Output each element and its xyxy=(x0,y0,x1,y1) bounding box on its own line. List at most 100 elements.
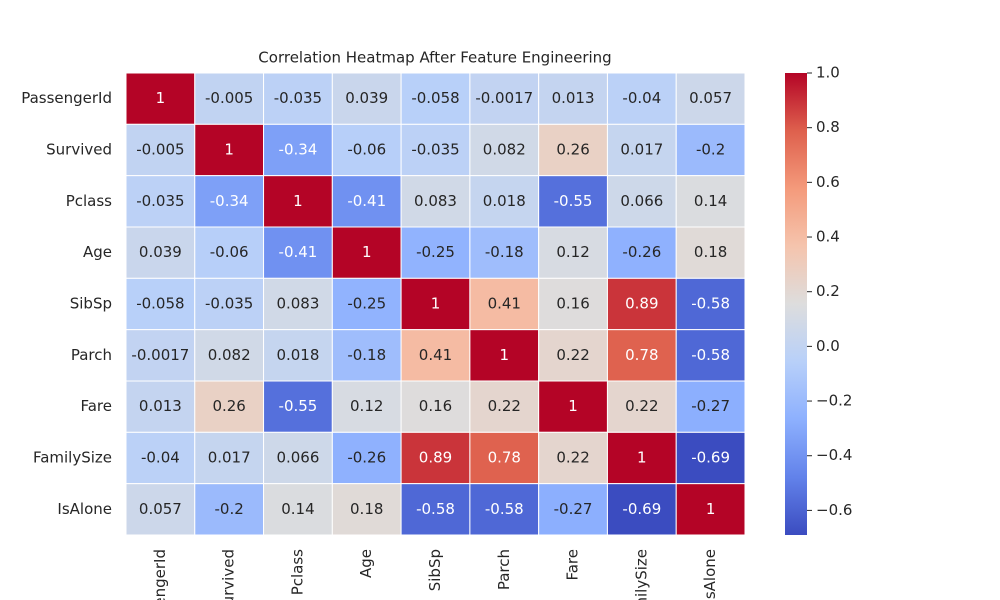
x-tick-label: Parch xyxy=(495,549,513,590)
cell-label: -0.26 xyxy=(347,449,386,467)
heatmap-cell xyxy=(263,72,333,125)
heatmap-cell xyxy=(331,226,402,279)
heatmap-cell xyxy=(194,175,265,228)
heatmap-cell xyxy=(469,483,540,536)
colorbar-tick-label: 1.0 xyxy=(816,64,840,82)
cell-label: -0.41 xyxy=(279,243,318,261)
heatmap-cell xyxy=(606,329,677,382)
cell-label: -0.035 xyxy=(274,89,322,107)
heatmap-cell xyxy=(675,431,746,485)
cell-label: -0.34 xyxy=(210,192,249,210)
heatmap-cell xyxy=(538,483,608,536)
cell-label: 0.013 xyxy=(552,89,595,107)
y-tick-label: PassengerId xyxy=(21,89,112,107)
heatmap-cell xyxy=(194,483,265,536)
y-tick-label: SibSp xyxy=(70,295,112,313)
heatmap-cell xyxy=(263,123,333,177)
cell-label: 0.018 xyxy=(483,192,526,210)
cell-label: -0.005 xyxy=(205,89,253,107)
x-tick-label: IsAlone xyxy=(701,549,719,600)
x-tick-label: Fare xyxy=(564,549,582,581)
y-tick-label: Fare xyxy=(80,397,112,415)
y-tick-label: Age xyxy=(83,243,112,261)
cell-label: 0.41 xyxy=(419,346,452,364)
cell-label: 1 xyxy=(706,500,716,518)
cell-label: -0.06 xyxy=(210,243,249,261)
heatmap-cell xyxy=(125,380,196,433)
heatmap-cell xyxy=(538,380,608,433)
heatmap-cell xyxy=(125,123,196,177)
cell-label: 0.22 xyxy=(556,449,589,467)
heatmap-cell xyxy=(125,226,196,279)
heatmap-cell xyxy=(194,226,265,279)
heatmap-cell xyxy=(675,277,746,331)
cell-label: 0.12 xyxy=(350,397,383,415)
heatmap-cell xyxy=(400,431,471,485)
colorbar-tick-label: 0.6 xyxy=(816,173,840,191)
cell-label: 0.14 xyxy=(281,500,314,518)
cell-label: -0.058 xyxy=(136,295,184,313)
heatmap-cell xyxy=(400,483,471,536)
cell-label: 1 xyxy=(293,192,303,210)
y-tick-label: Survived xyxy=(46,141,112,159)
cell-label: -0.55 xyxy=(554,192,593,210)
cell-label: 0.26 xyxy=(212,397,245,415)
heatmap-cell xyxy=(263,277,333,331)
cell-label: 0.18 xyxy=(694,243,727,261)
cell-label: -0.58 xyxy=(691,295,730,313)
cell-label: -0.69 xyxy=(691,449,730,467)
cell-label: 1 xyxy=(431,295,441,313)
cell-label: 0.018 xyxy=(276,346,319,364)
y-tick-label: Pclass xyxy=(66,192,112,210)
heatmap-cell xyxy=(538,123,608,177)
cell-label: 0.066 xyxy=(276,449,319,467)
heatmap-cell xyxy=(469,72,540,125)
cell-label: -0.035 xyxy=(205,295,253,313)
cell-label: 0.017 xyxy=(620,141,663,159)
cell-label: 1 xyxy=(156,89,166,107)
x-tick-label: SibSp xyxy=(426,549,444,591)
heatmap-cell xyxy=(469,277,540,331)
colorbar-tick-label: 0.8 xyxy=(816,118,840,136)
cell-label: -0.58 xyxy=(691,346,730,364)
x-tick-label: FamilySize xyxy=(632,549,650,600)
cell-label: 1 xyxy=(568,397,578,415)
cell-label: 0.039 xyxy=(345,89,388,107)
heatmap-cell xyxy=(263,431,333,485)
heatmap-cell xyxy=(331,277,402,331)
cell-label: -0.04 xyxy=(141,449,180,467)
heatmap-cell xyxy=(331,483,402,536)
cell-label: -0.34 xyxy=(279,141,318,159)
colorbar-tick-label: −0.6 xyxy=(816,501,852,519)
heatmap-cell xyxy=(469,329,540,382)
heatmap-cell xyxy=(675,329,746,382)
heatmap-cell xyxy=(263,483,333,536)
cell-label: -0.55 xyxy=(279,397,318,415)
cell-label: -0.06 xyxy=(347,141,386,159)
colorbar-tick-label: 0.0 xyxy=(816,337,840,355)
cell-label: 1 xyxy=(500,346,510,364)
heatmap-cell xyxy=(675,123,746,177)
cell-label: -0.2 xyxy=(696,141,725,159)
cell-label: 0.89 xyxy=(419,449,452,467)
cell-label: -0.005 xyxy=(136,141,184,159)
heatmap-cell xyxy=(125,431,196,485)
cell-label: -0.41 xyxy=(347,192,386,210)
heatmap-cell xyxy=(263,175,333,228)
cell-label: -0.25 xyxy=(416,243,455,261)
heatmap-cell xyxy=(194,329,265,382)
cell-label: -0.035 xyxy=(411,141,459,159)
cell-label: -0.27 xyxy=(554,500,593,518)
cell-label: -0.04 xyxy=(622,89,661,107)
heatmap-cell xyxy=(331,431,402,485)
heatmap-cell xyxy=(194,380,265,433)
cell-label: 0.082 xyxy=(483,141,526,159)
colorbar-tick-label: 0.2 xyxy=(816,282,840,300)
cell-label: -0.18 xyxy=(347,346,386,364)
cell-label: -0.058 xyxy=(411,89,459,107)
heatmap-cell xyxy=(331,329,402,382)
cell-label: -0.18 xyxy=(485,243,524,261)
cell-label: 1 xyxy=(362,243,372,261)
cell-label: 0.18 xyxy=(350,500,383,518)
cell-label: -0.0017 xyxy=(475,89,533,107)
